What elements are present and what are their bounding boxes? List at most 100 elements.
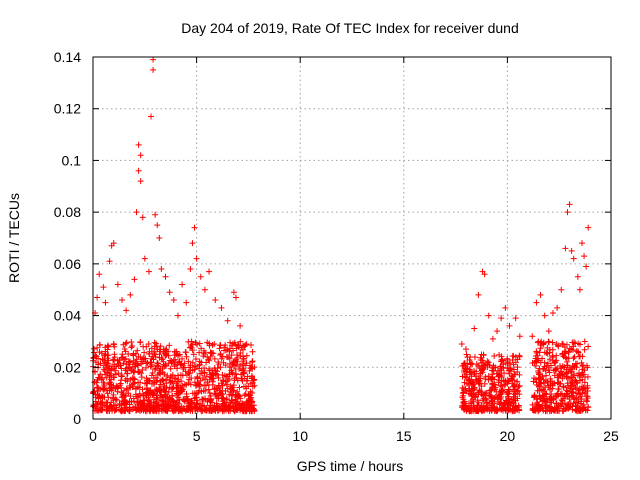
data-point	[516, 353, 523, 360]
data-point	[127, 291, 134, 298]
data-point	[514, 378, 521, 385]
data-point	[186, 376, 193, 383]
data-point	[209, 342, 216, 349]
data-point	[241, 392, 248, 399]
data-point	[186, 402, 193, 409]
data-point	[97, 400, 104, 407]
data-point	[502, 377, 509, 384]
data-point	[236, 384, 243, 391]
data-point	[123, 339, 130, 346]
data-point	[585, 404, 592, 411]
data-point	[170, 402, 177, 409]
data-point	[118, 371, 125, 378]
data-point	[166, 289, 173, 296]
data-point	[182, 349, 189, 356]
data-point	[483, 389, 490, 396]
data-point	[140, 343, 147, 350]
data-point	[204, 378, 211, 385]
data-point	[196, 349, 203, 356]
data-point	[229, 340, 236, 347]
data-point	[217, 364, 224, 371]
data-point	[207, 374, 214, 381]
data-point	[554, 390, 561, 397]
data-point	[577, 389, 584, 396]
data-point	[562, 393, 569, 400]
data-point	[497, 363, 504, 370]
data-point	[150, 356, 157, 363]
data-point	[100, 284, 107, 291]
data-point	[206, 367, 213, 374]
data-point	[176, 358, 183, 365]
data-point	[529, 359, 536, 366]
data-point	[218, 304, 225, 311]
data-point	[206, 357, 213, 364]
data-point	[135, 167, 142, 174]
data-point	[584, 373, 591, 380]
data-point	[491, 353, 498, 360]
data-point	[219, 382, 226, 389]
data-point	[482, 376, 489, 383]
data-point	[206, 268, 213, 275]
data-point	[120, 391, 127, 398]
data-point	[473, 377, 480, 384]
data-point	[534, 352, 541, 359]
data-point	[489, 398, 496, 405]
data-point	[189, 390, 196, 397]
data-point	[223, 381, 230, 388]
data-point	[485, 359, 492, 366]
y-tick-label: 0.12	[54, 101, 81, 117]
x-tick-label: 25	[603, 428, 619, 444]
data-point	[554, 379, 561, 386]
data-point	[219, 377, 226, 384]
data-point	[92, 352, 99, 359]
data-point	[558, 286, 565, 293]
data-point	[130, 368, 137, 375]
data-point	[92, 398, 99, 405]
data-point	[206, 390, 213, 397]
data-point	[489, 335, 496, 342]
data-point	[476, 387, 483, 394]
data-point	[461, 398, 468, 405]
data-point	[212, 391, 219, 398]
data-point	[158, 266, 165, 273]
data-point	[542, 367, 549, 374]
data-point	[118, 402, 125, 409]
y-tick-label: 0.04	[54, 308, 81, 324]
data-point	[105, 394, 112, 401]
data-point	[584, 382, 591, 389]
data-point	[466, 369, 473, 376]
data-point	[192, 363, 199, 370]
data-point	[187, 381, 194, 388]
data-point	[584, 393, 591, 400]
data-point	[237, 362, 244, 369]
data-point	[157, 343, 164, 350]
data-point	[123, 307, 130, 314]
data-point	[103, 399, 110, 406]
data-point	[178, 407, 185, 414]
data-point	[94, 344, 101, 351]
data-point	[214, 368, 221, 375]
data-point	[137, 408, 144, 415]
data-point	[156, 387, 163, 394]
data-point	[574, 380, 581, 387]
data-point	[206, 407, 213, 414]
data-point	[159, 376, 166, 383]
data-point	[112, 396, 119, 403]
data-point	[550, 354, 557, 361]
data-point	[536, 383, 543, 390]
data-point	[557, 362, 564, 369]
data-point	[480, 406, 487, 413]
data-point	[545, 338, 552, 345]
data-point	[243, 341, 250, 348]
data-point	[237, 338, 244, 345]
data-point	[512, 315, 519, 322]
data-point	[232, 356, 239, 363]
data-point	[537, 359, 544, 366]
data-point	[113, 396, 120, 403]
data-point	[511, 386, 518, 393]
data-point	[189, 399, 196, 406]
data-point	[580, 362, 587, 369]
data-point	[551, 404, 558, 411]
data-point	[472, 373, 479, 380]
data-point	[498, 387, 505, 394]
